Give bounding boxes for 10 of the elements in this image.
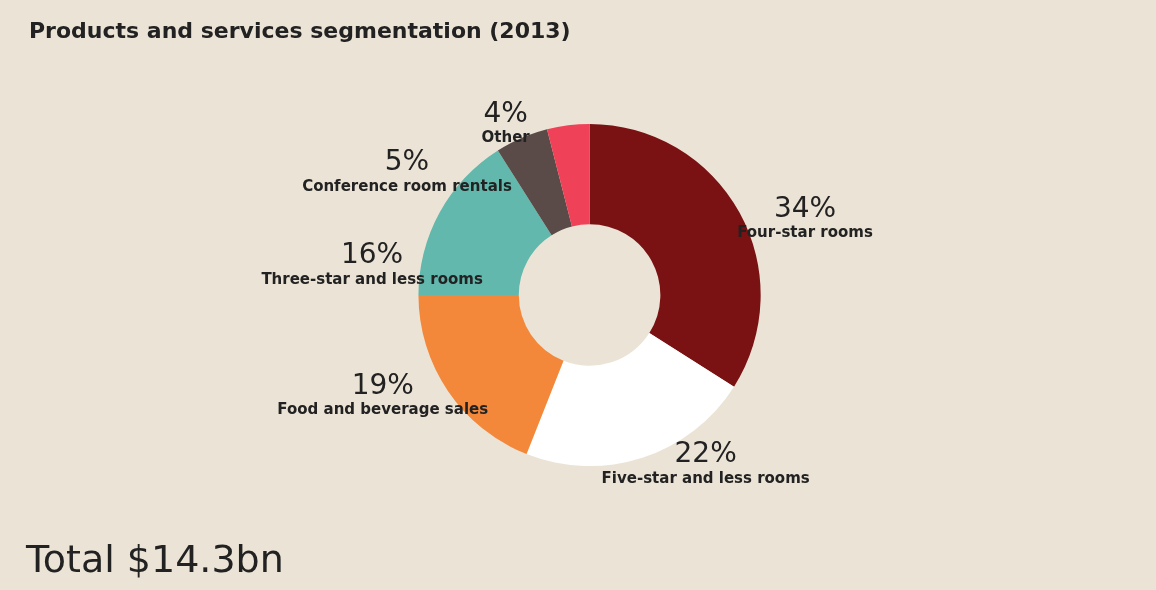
slice-label: Other (481, 128, 531, 147)
data-label: 4% (483, 95, 528, 129)
chart-title: Products and services segmentation (2013) (29, 17, 571, 43)
data-label: 22% (674, 436, 737, 470)
data-label: 34% (773, 190, 837, 224)
text: Total $14.3bn (25, 537, 284, 581)
data-label: 5% (384, 144, 430, 178)
slice-label: Five-star and less rooms (601, 468, 810, 487)
data-label: 16% (340, 237, 404, 271)
data-label: 19% (351, 367, 414, 401)
